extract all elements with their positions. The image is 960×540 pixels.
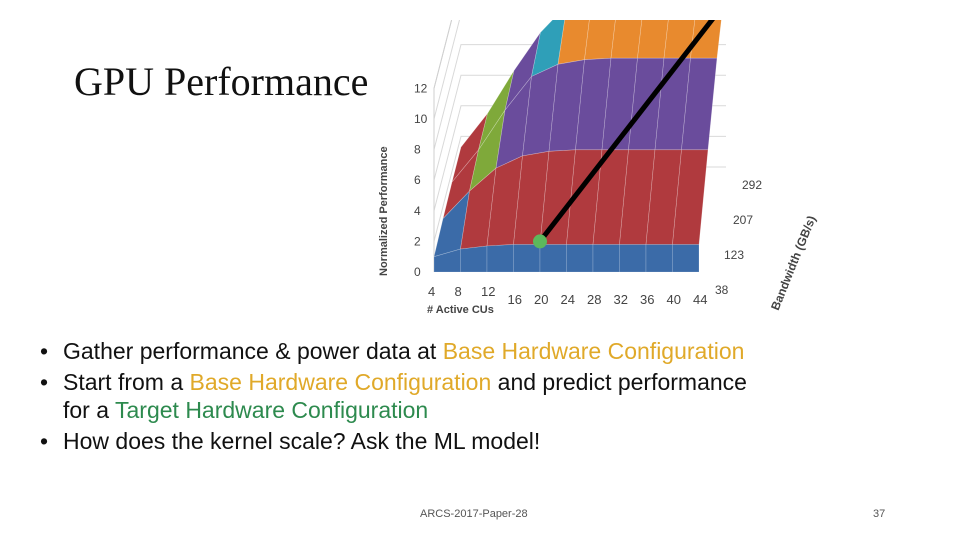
x-tick-label: 40 bbox=[667, 292, 681, 307]
x-tick-label: 16 bbox=[508, 292, 522, 307]
surface-front-face bbox=[513, 244, 541, 273]
slide-title: GPU Performance bbox=[74, 59, 369, 104]
surface-patch bbox=[584, 20, 616, 61]
surface-front-face bbox=[645, 244, 673, 273]
highlight-base-config: Base Hardware Configuration bbox=[442, 338, 745, 364]
z-tick-label: 207 bbox=[733, 213, 753, 227]
x-tick-label: 36 bbox=[640, 292, 654, 307]
y-tick-label: 8 bbox=[414, 143, 421, 157]
bullet-text: Start from a bbox=[63, 369, 190, 395]
performance-surface-chart: 0 2 4 6 8 10 12 4 8 12 16 20 24 28 32 36 40 44 38 123 207 292… bbox=[372, 20, 819, 325]
surface-front-face bbox=[460, 245, 488, 273]
surface-front-face bbox=[672, 244, 700, 273]
page-number: 37 bbox=[873, 508, 886, 520]
y-tick-label: 2 bbox=[414, 234, 421, 248]
footer-text: ARCS-2017-Paper-28 bbox=[420, 508, 528, 520]
surface-front-face bbox=[486, 244, 514, 273]
x-tick-label: 12 bbox=[481, 284, 495, 299]
surface-front-face bbox=[539, 244, 567, 273]
surface-front-face bbox=[592, 244, 620, 273]
y-axis-label: Normalized Performance bbox=[378, 146, 390, 276]
x-tick-label: 32 bbox=[614, 292, 628, 307]
back-wall-edge bbox=[433, 20, 453, 272]
x-tick-label: 28 bbox=[587, 292, 601, 307]
surface-patch bbox=[557, 20, 590, 65]
bullet-item-2: • Start from a Base Hardware Configurati… bbox=[40, 368, 760, 424]
x-axis-label: # Active CUs bbox=[427, 304, 494, 316]
y-tick-label: 0 bbox=[414, 265, 421, 279]
highlight-target-config: Target Hardware Configuration bbox=[115, 397, 429, 423]
base-to-target-arrow bbox=[538, 20, 716, 243]
z-tick-label: 292 bbox=[742, 178, 762, 192]
y-tick-label: 12 bbox=[414, 81, 428, 95]
highlight-base-config: Base Hardware Configuration bbox=[189, 369, 492, 395]
bullet-list: • Gather performance & power data at Bas… bbox=[40, 337, 760, 458]
y-tick-label: 4 bbox=[414, 204, 421, 218]
y-tick-label: 6 bbox=[414, 173, 421, 187]
bullet-marker: • bbox=[40, 338, 49, 364]
bullet-marker: • bbox=[40, 369, 49, 395]
bullet-item-1: • Gather performance & power data at Bas… bbox=[40, 337, 760, 365]
x-tick-label: 44 bbox=[693, 292, 707, 307]
x-tick-label: 8 bbox=[455, 284, 462, 299]
x-tick-label: 20 bbox=[534, 292, 548, 307]
grid-line bbox=[433, 20, 460, 120]
bullet-item-3: • How does the kernel scale? Ask the ML … bbox=[40, 427, 760, 455]
bullet-text: and predict performance for a bbox=[63, 369, 747, 423]
bullet-marker: • bbox=[40, 428, 49, 454]
bullet-text: Gather performance & power data at bbox=[63, 338, 443, 364]
z-tick-label: 123 bbox=[724, 248, 744, 262]
bullet-text: How does the kernel scale? Ask the ML mo… bbox=[63, 428, 541, 454]
x-tick-label: 24 bbox=[561, 292, 575, 307]
surface-front-face bbox=[619, 244, 647, 273]
surface-front-face bbox=[566, 244, 594, 273]
x-tick-label: 4 bbox=[428, 284, 435, 299]
y-tick-label: 10 bbox=[414, 112, 428, 126]
base-point-marker bbox=[533, 234, 547, 249]
z-tick-label: 38 bbox=[715, 283, 729, 297]
